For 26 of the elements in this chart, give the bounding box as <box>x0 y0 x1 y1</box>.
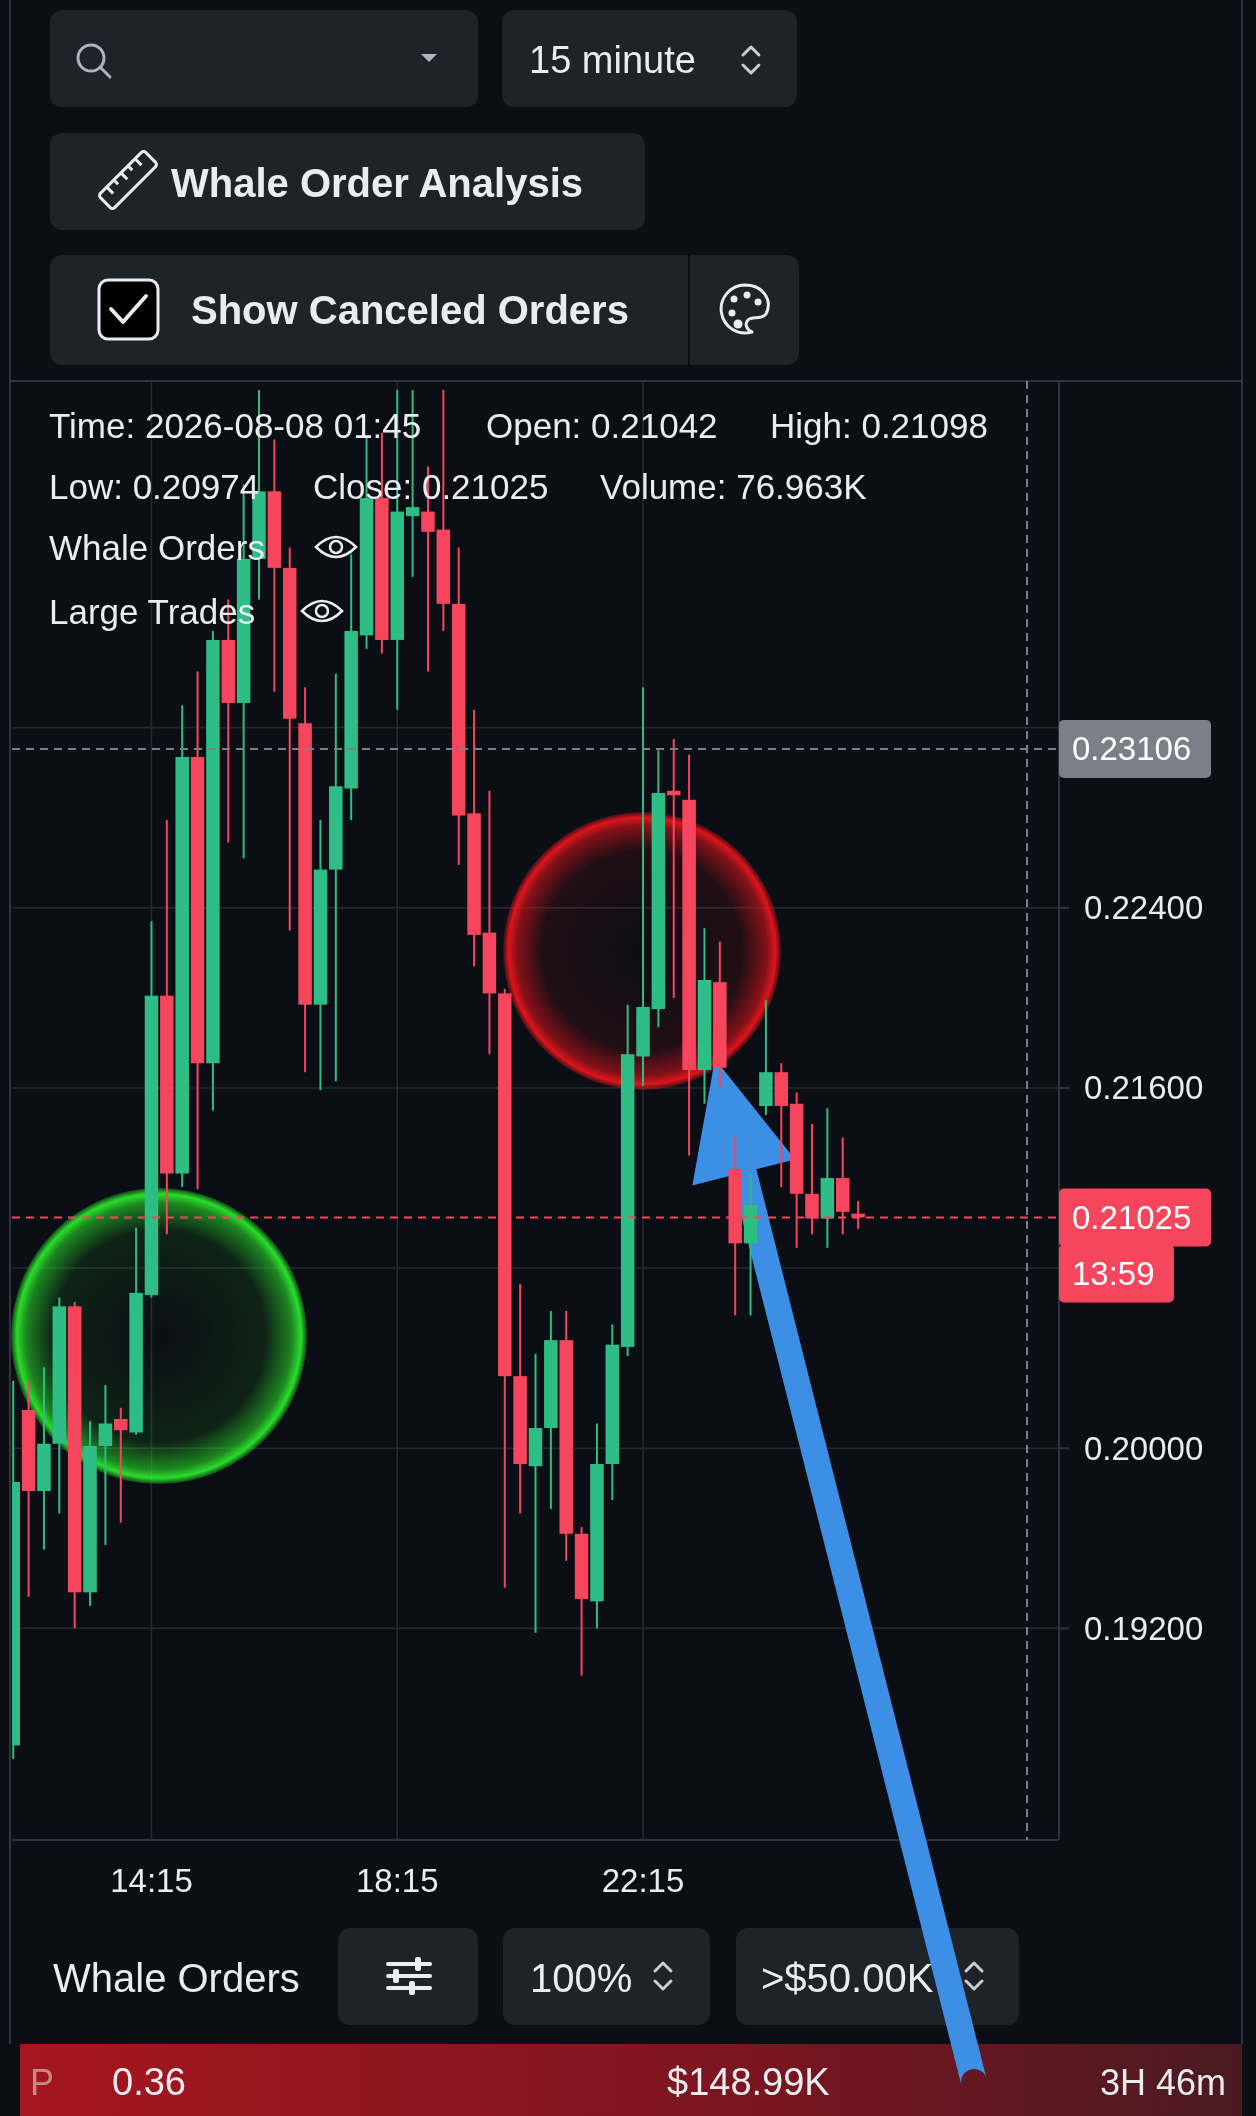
annotation: Volume: 76.963K <box>600 466 867 506</box>
y-tick-label: 0.21600 <box>1084 1069 1204 1107</box>
text: >$50.00K <box>761 1956 934 2000</box>
text: $148.99K <box>667 2061 830 2103</box>
ref-line-label: 0.21025 <box>1072 1198 1192 1236</box>
text: 0.36 <box>112 2061 186 2103</box>
candlestick <box>114 1406 128 1524</box>
x-tick-label: 22:15 <box>601 1861 685 1899</box>
text: Show Canceled Orders <box>191 288 629 332</box>
text: P <box>30 2061 55 2103</box>
candlestick <box>98 1384 113 1547</box>
y-tick-label: 0.22400 <box>1084 889 1204 927</box>
ref-line-label: 0.23106 <box>1072 730 1192 768</box>
text: 100% <box>530 1956 633 2000</box>
text: 13:59 <box>1072 1254 1155 1292</box>
x-tick-label: 18:15 <box>355 1861 439 1899</box>
annotation: Open: 0.21042 <box>486 405 718 445</box>
text: Whale Order Analysis <box>171 161 583 205</box>
y-tick-label: 0.20000 <box>1084 1429 1204 1467</box>
text: 15 minute <box>529 39 696 81</box>
candlestick <box>666 738 681 999</box>
text: 3H 46m <box>1100 2061 1227 2103</box>
y-tick-label: 0.19200 <box>1084 1609 1204 1647</box>
text: Whale Orders <box>53 1956 300 2000</box>
x-tick-label: 14:15 <box>110 1861 193 1899</box>
annotation: High: 0.21098 <box>770 405 988 445</box>
